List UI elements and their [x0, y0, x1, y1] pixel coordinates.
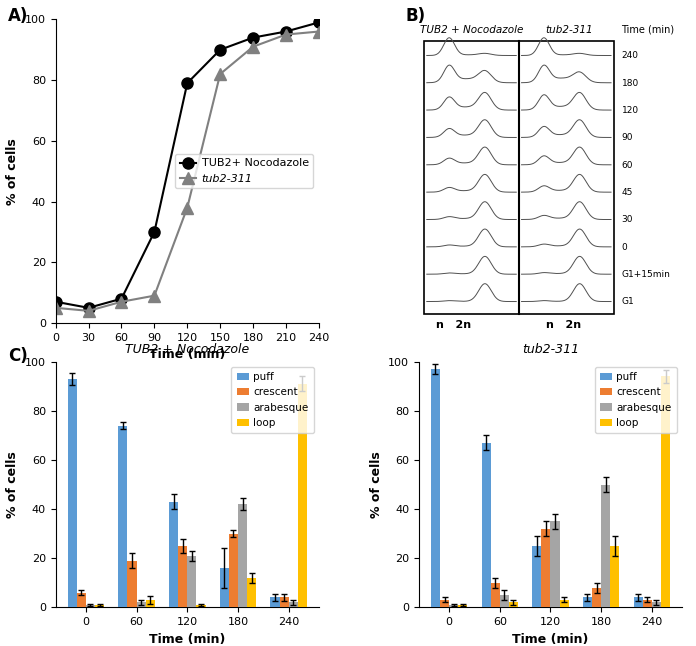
Text: tub2-311: tub2-311 — [545, 25, 593, 34]
Legend: puff, crescent, arabesque, loop: puff, crescent, arabesque, loop — [231, 367, 314, 433]
X-axis label: Time (min): Time (min) — [149, 348, 226, 361]
Bar — [633, 598, 642, 607]
Bar — [247, 578, 256, 607]
Y-axis label: % of cells: % of cells — [6, 138, 19, 205]
Bar — [661, 377, 670, 607]
Bar — [560, 600, 569, 607]
Title: tub2-311: tub2-311 — [522, 344, 579, 357]
Text: 60: 60 — [622, 161, 633, 170]
Text: n   2n: n 2n — [546, 320, 581, 330]
Bar — [500, 595, 509, 607]
Bar — [145, 600, 155, 607]
Text: n   2n: n 2n — [436, 320, 470, 330]
tub2-311 — [52, 304, 60, 312]
Bar — [610, 546, 619, 607]
tub2-311 — [118, 298, 126, 306]
Bar — [118, 426, 127, 607]
Bar — [449, 605, 458, 607]
tub2-311 — [216, 70, 224, 78]
Bar — [196, 605, 205, 607]
Text: A): A) — [8, 7, 29, 25]
Bar — [238, 504, 247, 607]
Title: TUB2 + Nocodazole: TUB2 + Nocodazole — [125, 344, 249, 357]
Text: 90: 90 — [622, 133, 633, 142]
Text: G1+15min: G1+15min — [622, 270, 670, 279]
tub2-311 — [150, 292, 159, 300]
Bar — [229, 534, 238, 607]
Text: 30: 30 — [622, 215, 633, 224]
Bar — [289, 602, 298, 607]
Bar — [68, 379, 77, 607]
Text: 45: 45 — [622, 188, 633, 197]
tub2-311 — [249, 43, 258, 50]
TUB2+ Nocodazole — [52, 298, 60, 306]
Bar — [431, 369, 440, 607]
Bar — [298, 384, 307, 607]
Y-axis label: % of cells: % of cells — [6, 451, 19, 518]
Text: TUB2 + Nocodazole: TUB2 + Nocodazole — [420, 25, 523, 34]
TUB2+ Nocodazole — [216, 46, 224, 54]
Bar — [592, 588, 601, 607]
Bar — [86, 605, 95, 607]
Bar — [95, 605, 104, 607]
TUB2+ Nocodazole — [183, 79, 191, 87]
X-axis label: Time (min): Time (min) — [149, 632, 226, 645]
Line: TUB2+ Nocodazole: TUB2+ Nocodazole — [50, 17, 324, 313]
Bar — [127, 561, 136, 607]
TUB2+ Nocodazole — [282, 28, 290, 36]
Bar — [583, 598, 592, 607]
Y-axis label: % of cells: % of cells — [370, 451, 383, 518]
Bar — [482, 443, 491, 607]
Bar — [642, 600, 652, 607]
Bar — [136, 602, 145, 607]
tub2-311 — [183, 203, 191, 211]
Bar — [178, 546, 187, 607]
tub2-311 — [84, 307, 93, 315]
Bar — [458, 605, 467, 607]
Text: 120: 120 — [622, 106, 639, 115]
Legend: puff, crescent, arabesque, loop: puff, crescent, arabesque, loop — [594, 367, 677, 433]
Bar — [220, 568, 229, 607]
Bar — [601, 484, 610, 607]
Bar — [532, 546, 541, 607]
Text: 0: 0 — [622, 243, 627, 251]
X-axis label: Time (min): Time (min) — [512, 632, 589, 645]
Bar — [440, 600, 449, 607]
Bar — [652, 602, 661, 607]
Text: C): C) — [8, 347, 28, 365]
Bar — [271, 598, 280, 607]
Legend: TUB2+ Nocodazole, tub2-311: TUB2+ Nocodazole, tub2-311 — [175, 154, 313, 189]
TUB2+ Nocodazole — [118, 295, 126, 302]
Bar — [541, 528, 551, 607]
Bar — [169, 502, 178, 607]
Bar — [551, 521, 560, 607]
Bar — [187, 556, 196, 607]
Bar — [491, 583, 500, 607]
Bar — [509, 602, 518, 607]
TUB2+ Nocodazole — [150, 228, 159, 236]
tub2-311 — [315, 28, 323, 36]
TUB2+ Nocodazole — [84, 304, 93, 312]
Line: tub2-311: tub2-311 — [50, 26, 324, 317]
Text: 240: 240 — [622, 51, 638, 60]
Text: B): B) — [406, 7, 426, 25]
Text: G1: G1 — [622, 297, 634, 306]
TUB2+ Nocodazole — [315, 19, 323, 26]
tub2-311 — [282, 30, 290, 38]
Text: Time (min): Time (min) — [622, 25, 674, 34]
Text: 180: 180 — [622, 79, 639, 88]
Bar — [77, 592, 86, 607]
Bar — [424, 41, 614, 314]
TUB2+ Nocodazole — [249, 34, 258, 41]
Bar — [280, 598, 289, 607]
